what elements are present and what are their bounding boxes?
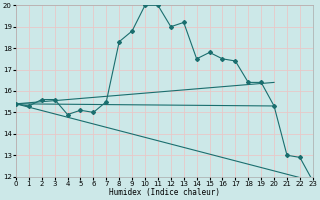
X-axis label: Humidex (Indice chaleur): Humidex (Indice chaleur) [109, 188, 220, 197]
